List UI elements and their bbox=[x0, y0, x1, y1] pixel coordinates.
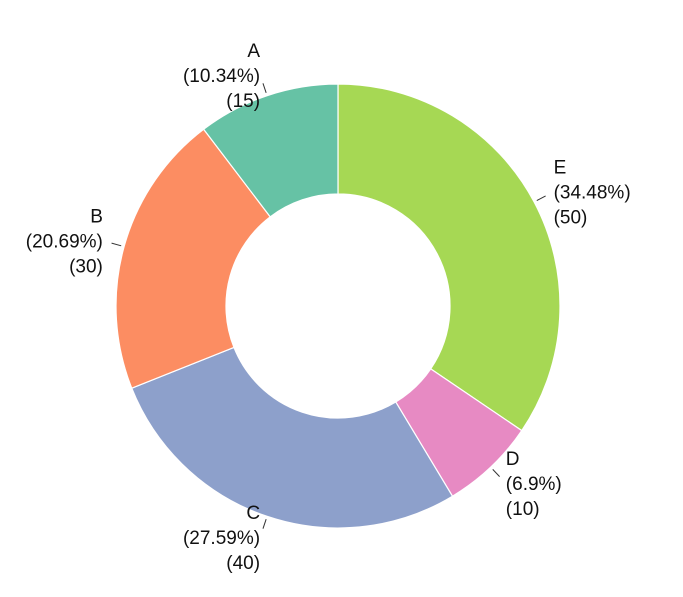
leader-line-e bbox=[536, 195, 546, 202]
slice-c bbox=[130, 346, 454, 529]
leader-lines-group bbox=[111, 83, 546, 529]
slice-percent-c: (27.59%) bbox=[183, 528, 260, 549]
slice-b bbox=[115, 128, 272, 389]
leader-line-b bbox=[111, 242, 122, 247]
slice-label-a: A bbox=[247, 41, 260, 62]
slice-label-d: D bbox=[506, 449, 520, 470]
slice-count-d: (10) bbox=[506, 499, 540, 520]
slice-percent-d: (6.9%) bbox=[506, 474, 562, 495]
slice-labels-group: E (34.48%) (50) D (6.9%) (10) C (27.59%) (40) B (2… bbox=[26, 41, 631, 574]
slice-count-b: (30) bbox=[69, 257, 103, 278]
slice-label-c: C bbox=[246, 503, 260, 524]
leader-line-a bbox=[262, 83, 267, 93]
slice-count-e: (50) bbox=[554, 208, 588, 229]
slices-group bbox=[115, 83, 561, 529]
leader-line-c bbox=[262, 519, 267, 529]
leader-line-d bbox=[492, 469, 500, 477]
slice-percent-b: (20.69%) bbox=[26, 232, 103, 253]
slice-count-c: (40) bbox=[226, 553, 260, 574]
slice-count-a: (15) bbox=[226, 91, 260, 112]
slice-label-b: B bbox=[90, 207, 103, 228]
slice-label-e: E bbox=[554, 158, 567, 179]
slice-e bbox=[337, 83, 561, 432]
slice-a bbox=[202, 83, 339, 218]
slice-percent-e: (34.48%) bbox=[554, 183, 631, 204]
slice-percent-a: (10.34%) bbox=[183, 66, 260, 87]
